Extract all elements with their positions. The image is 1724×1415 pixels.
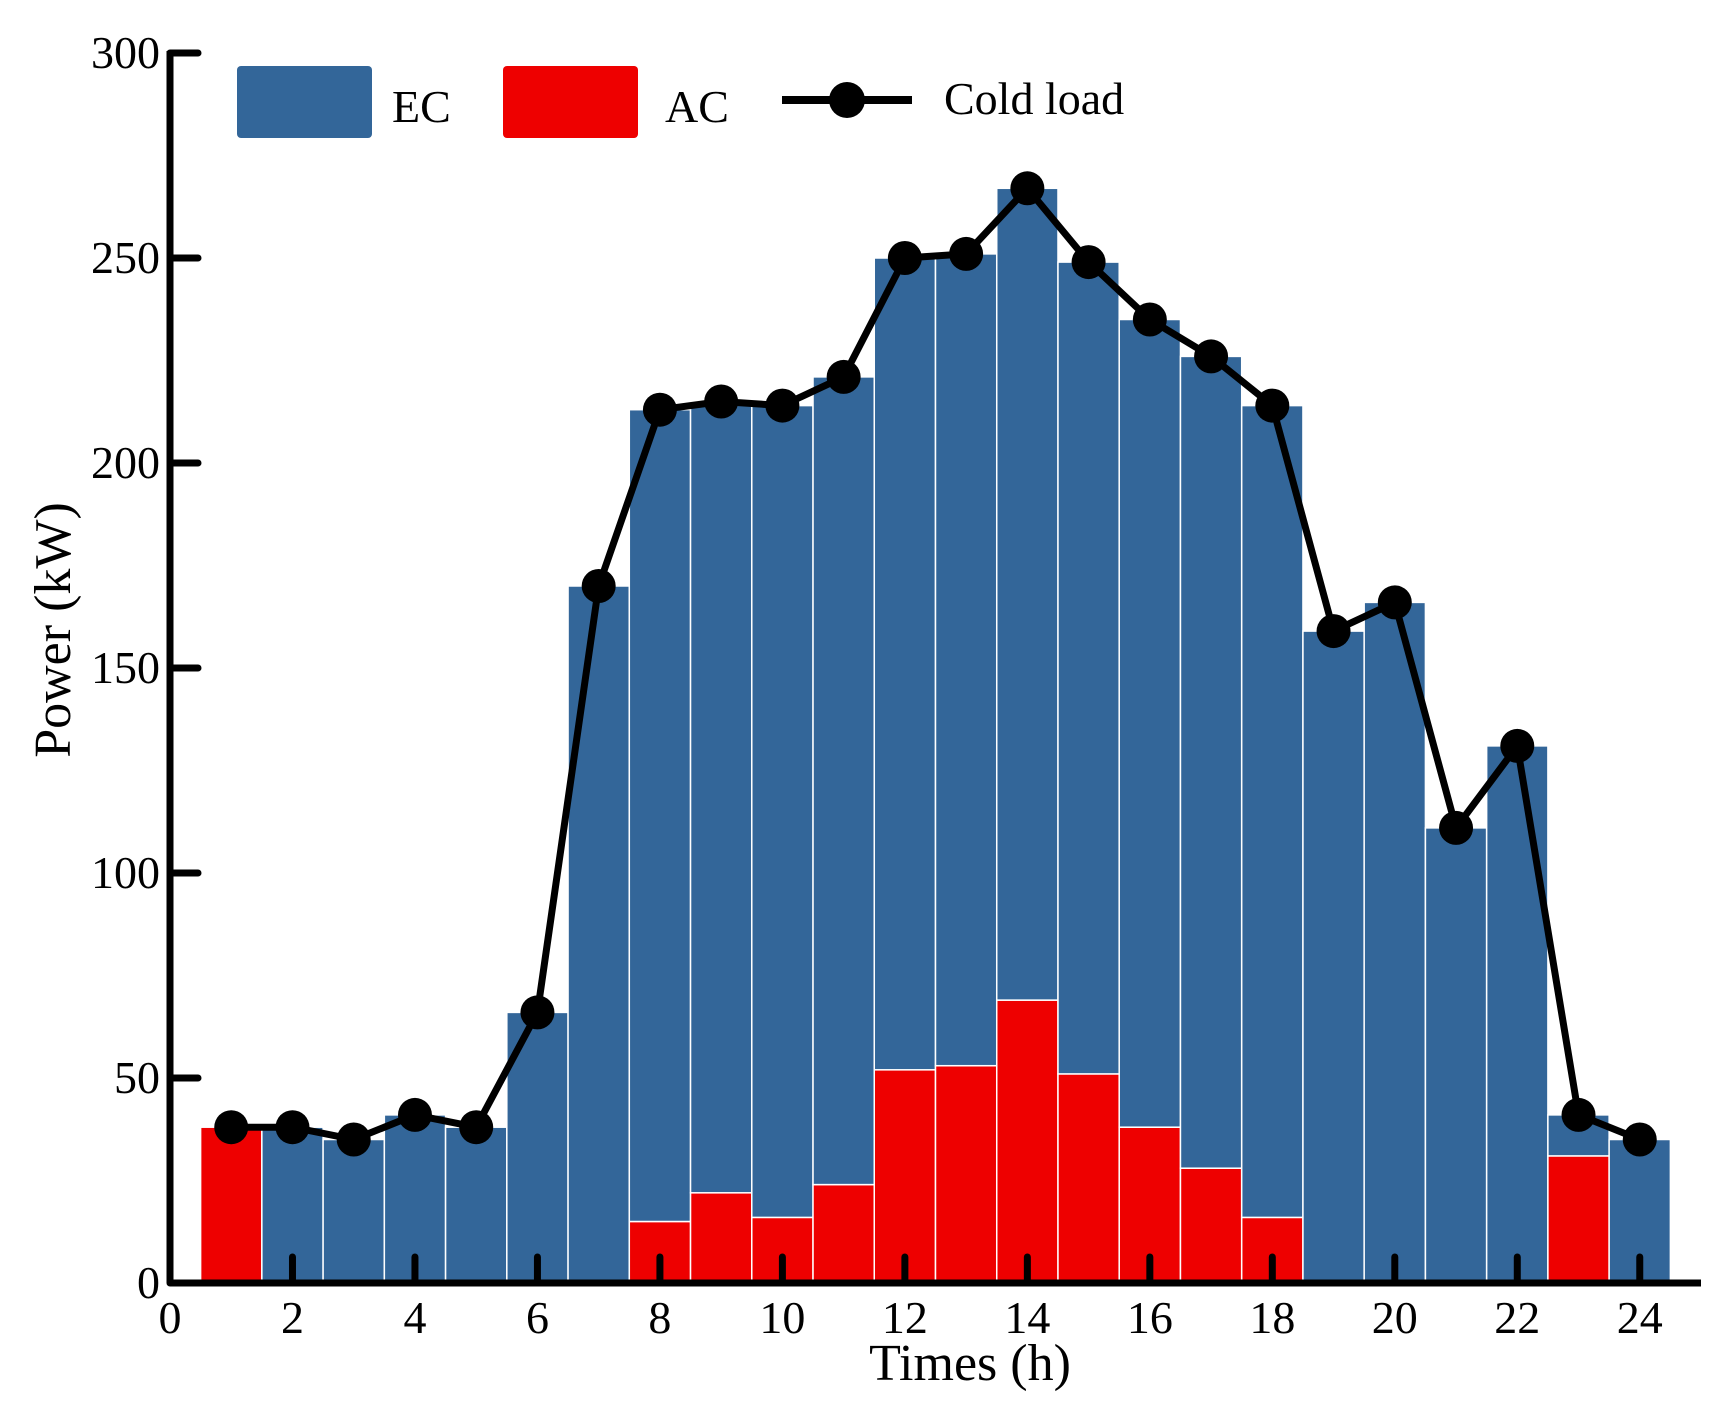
cold-load-point-17 bbox=[1194, 339, 1229, 374]
cold-load-point-13 bbox=[949, 236, 984, 271]
x-tick-label-22: 22 bbox=[1494, 1292, 1540, 1343]
ac-bar-17 bbox=[1179, 1167, 1243, 1284]
ac-bar-23 bbox=[1547, 1155, 1610, 1284]
y-tick-label-150: 150 bbox=[91, 642, 160, 693]
ac-bar-9 bbox=[689, 1192, 753, 1284]
cold-load-point-12 bbox=[887, 241, 922, 275]
ac-bar-11 bbox=[812, 1183, 876, 1284]
cold-load-point-21 bbox=[1439, 810, 1474, 845]
x-tick-label-16: 16 bbox=[1127, 1292, 1173, 1343]
legend-ec-label: EC bbox=[392, 81, 451, 132]
y-tick-label-250: 250 bbox=[91, 232, 160, 283]
ec-bar-12 bbox=[873, 257, 937, 1071]
y-tick-label-50: 50 bbox=[114, 1052, 160, 1103]
cold-load-series bbox=[214, 171, 1657, 1157]
x-tick-label-8: 8 bbox=[648, 1292, 671, 1343]
cold-load-point-24 bbox=[1622, 1122, 1657, 1157]
legend-ac-label: AC bbox=[665, 81, 729, 132]
ec-bar-16 bbox=[1118, 318, 1182, 1128]
x-tick-label-0: 0 bbox=[159, 1292, 182, 1343]
cold-load-point-7 bbox=[581, 569, 616, 603]
ec-bar-9 bbox=[689, 400, 753, 1194]
x-tick-label-6: 6 bbox=[526, 1292, 549, 1343]
cold-load-point-15 bbox=[1071, 245, 1106, 280]
cold-load-point-8 bbox=[642, 392, 677, 427]
ec-bar-8 bbox=[628, 408, 692, 1223]
cold-load-point-9 bbox=[704, 384, 739, 419]
cold-load-point-2 bbox=[275, 1110, 310, 1145]
x-axis-title: Times (h) bbox=[869, 1335, 1071, 1392]
legend-cold-load-marker bbox=[829, 82, 865, 118]
ec-bar-17 bbox=[1179, 355, 1243, 1169]
y-tick-label-100: 100 bbox=[91, 847, 160, 898]
legend: EC AC Cold load bbox=[237, 66, 1124, 138]
x-tick-label-10: 10 bbox=[759, 1292, 805, 1343]
ec-bar-21 bbox=[1424, 827, 1488, 1284]
ec-bar-5 bbox=[444, 1126, 508, 1284]
legend-cold-load-label: Cold load bbox=[944, 73, 1124, 124]
ac-bar-1 bbox=[199, 1126, 263, 1284]
ec-bar-10 bbox=[751, 404, 814, 1219]
cold-load-point-6 bbox=[520, 995, 555, 1030]
ec-bar-7 bbox=[567, 585, 631, 1284]
cold-load-point-23 bbox=[1561, 1097, 1596, 1132]
cold-load-point-22 bbox=[1500, 728, 1535, 763]
x-tick-label-14: 14 bbox=[1004, 1292, 1050, 1343]
ac-bar-15 bbox=[1057, 1073, 1120, 1284]
cold-load-point-3 bbox=[336, 1122, 371, 1157]
legend-ec-swatch bbox=[237, 66, 372, 138]
bars-layer bbox=[199, 187, 1672, 1284]
ec-bar-20 bbox=[1363, 601, 1427, 1284]
ec-bar-15 bbox=[1057, 261, 1120, 1075]
ac-bar-13 bbox=[934, 1064, 998, 1284]
y-tick-label-0: 0 bbox=[137, 1257, 160, 1308]
x-tick-label-20: 20 bbox=[1372, 1292, 1418, 1343]
cold-load-point-16 bbox=[1132, 302, 1167, 337]
x-tick-label-4: 4 bbox=[403, 1292, 426, 1343]
ec-bar-18 bbox=[1240, 404, 1304, 1219]
x-tick-label-18: 18 bbox=[1249, 1292, 1295, 1343]
ec-bar-14 bbox=[995, 187, 1059, 1001]
cold-load-point-4 bbox=[397, 1097, 432, 1132]
ec-bar-22 bbox=[1485, 745, 1549, 1284]
x-tick-label-2: 2 bbox=[281, 1292, 304, 1343]
ec-bar-3 bbox=[322, 1138, 386, 1284]
ac-bar-12 bbox=[873, 1069, 937, 1284]
cold-load-point-5 bbox=[459, 1110, 494, 1145]
ec-bar-11 bbox=[812, 376, 876, 1186]
x-tick-label-24: 24 bbox=[1617, 1292, 1663, 1343]
cold-load-point-19 bbox=[1316, 614, 1351, 649]
y-tick-label-300: 300 bbox=[91, 27, 160, 78]
cold-load-point-18 bbox=[1255, 388, 1290, 423]
ac-bar-14 bbox=[995, 999, 1059, 1284]
y-tick-label-200: 200 bbox=[91, 437, 160, 488]
ec-bar-13 bbox=[934, 253, 998, 1067]
cold-load-point-14 bbox=[1010, 171, 1045, 206]
cold-load-point-11 bbox=[826, 359, 861, 394]
legend-ac-swatch bbox=[503, 66, 638, 138]
cold-load-point-10 bbox=[765, 388, 800, 423]
y-axis-title: Power (kW) bbox=[25, 502, 82, 758]
cold-load-point-20 bbox=[1377, 585, 1412, 620]
x-tick-label-12: 12 bbox=[882, 1292, 928, 1343]
ec-bar-19 bbox=[1302, 630, 1365, 1284]
cold-load-point-1 bbox=[214, 1110, 249, 1145]
